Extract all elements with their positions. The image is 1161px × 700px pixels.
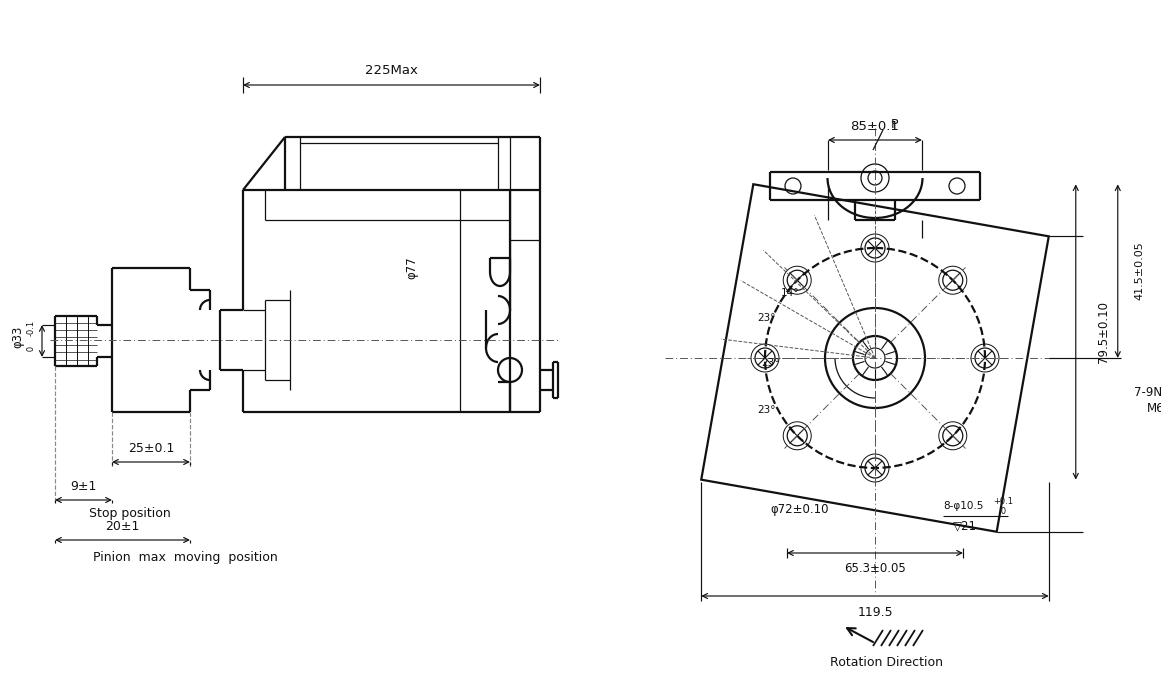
Text: 7-9N.m: 7-9N.m <box>1134 386 1161 400</box>
Text: 8-φ10.5: 8-φ10.5 <box>943 501 983 511</box>
Text: +0.1: +0.1 <box>993 498 1014 507</box>
Text: -0.1: -0.1 <box>27 320 36 336</box>
Text: 14°: 14° <box>780 288 799 298</box>
Text: 65.3±0.05: 65.3±0.05 <box>844 561 906 575</box>
Text: φ33: φ33 <box>12 326 24 348</box>
Text: 119.5: 119.5 <box>857 606 893 619</box>
Text: P: P <box>890 118 899 132</box>
Text: 23°: 23° <box>758 313 777 323</box>
Text: 0: 0 <box>993 507 1007 515</box>
Text: 20±1: 20±1 <box>104 521 139 533</box>
Text: φ77: φ77 <box>405 257 418 279</box>
Text: φ72±0.10: φ72±0.10 <box>770 503 829 517</box>
Text: 41.5±0.05: 41.5±0.05 <box>1134 241 1145 300</box>
Text: Stop position: Stop position <box>89 507 171 519</box>
Text: 79.5±0.10: 79.5±0.10 <box>1097 301 1110 363</box>
Text: 25±0.1: 25±0.1 <box>128 442 174 456</box>
Text: 23°: 23° <box>758 405 777 415</box>
Text: 9±1: 9±1 <box>70 480 96 494</box>
Text: 0: 0 <box>27 345 36 358</box>
Text: M6: M6 <box>1147 402 1161 416</box>
Text: Pinion  max  moving  position: Pinion max moving position <box>93 552 277 564</box>
Text: 225Max: 225Max <box>365 64 418 78</box>
Text: Rotation Direction: Rotation Direction <box>830 655 944 668</box>
Text: 85±0.1: 85±0.1 <box>851 120 900 134</box>
Text: ▽21: ▽21 <box>953 519 978 533</box>
Text: 23°: 23° <box>760 358 779 368</box>
